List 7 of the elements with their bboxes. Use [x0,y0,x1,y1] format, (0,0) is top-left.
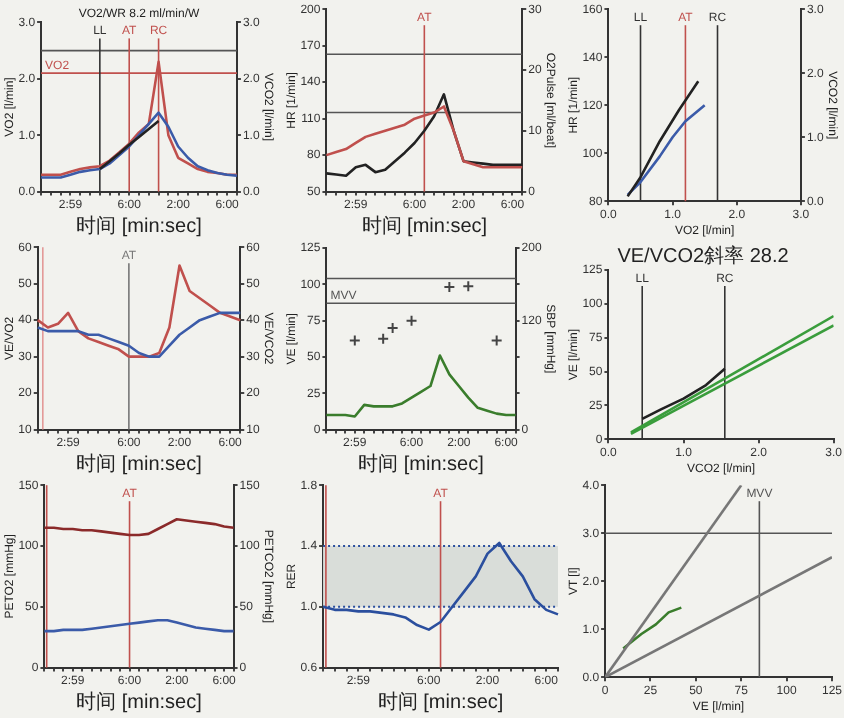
x-axis-title: 时间 [min:sec] [358,451,485,476]
chart-title: VE/VCO2斜率 28.2 [617,243,790,268]
x-axis-title: 时间 [min:sec] [76,451,203,476]
x-axis-title: 时间 [min:sec] [76,213,203,238]
x-axis-title: 时间 [min:sec] [361,213,488,238]
x-axis-title: 时间 [min:sec] [76,689,203,714]
x-axis-title: 时间 [min:sec] [377,689,504,714]
